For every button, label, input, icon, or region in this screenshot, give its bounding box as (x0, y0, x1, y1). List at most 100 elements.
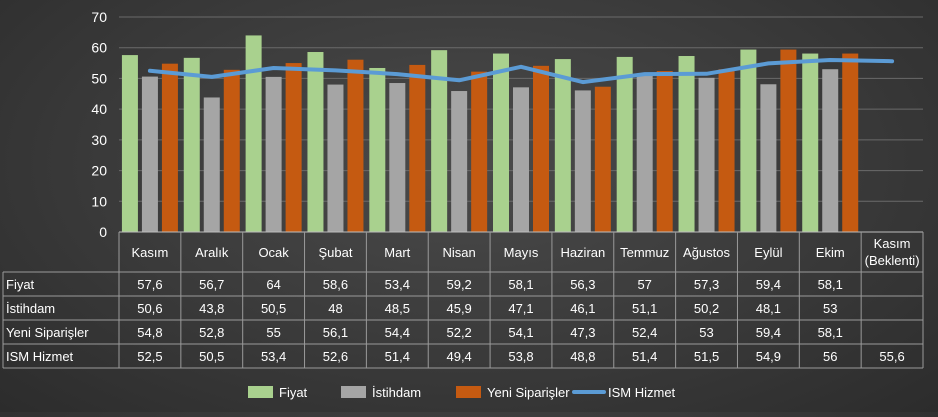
bar-fiyat (121, 55, 138, 233)
category-label: Temmuz (620, 245, 669, 260)
row-label-ism-hizmet: ISM Hizmet (6, 349, 74, 364)
cell-value: 64 (266, 277, 280, 292)
category-label: Mayıs (504, 245, 539, 260)
cell-value: 59,4 (756, 277, 781, 292)
cell-value: 57,6 (137, 277, 162, 292)
category-label: Eylül (754, 245, 782, 260)
bar-i-stihdam (389, 83, 406, 233)
cell-value: 48,8 (570, 349, 595, 364)
row-label-yeni-sipari-ler: Yeni Siparişler (6, 325, 89, 340)
cell-value: 43,8 (199, 301, 224, 316)
bars (121, 35, 859, 233)
category-label: Şubat (318, 245, 352, 260)
cell-value: 48,1 (756, 301, 781, 316)
bar-yeni-sipari-ler (656, 71, 673, 232)
bar-yeni-sipari-ler (594, 86, 611, 232)
cell-value: 49,4 (446, 349, 471, 364)
bar-fiyat (183, 57, 200, 232)
legend: Fiyat İstihdam Yeni Siparişler ISM Hizmet (248, 385, 676, 400)
cell-value: 58,6 (323, 277, 348, 292)
bar-yeni-sipari-ler (842, 53, 859, 232)
bar-fiyat (307, 52, 324, 233)
cell-value: 53,8 (508, 349, 533, 364)
cell-value: 52,2 (446, 325, 471, 340)
cell-value: 52,4 (632, 325, 657, 340)
bar-i-stihdam (698, 77, 715, 232)
cell-value: 53,4 (261, 349, 286, 364)
cell-value: 50,5 (261, 301, 286, 316)
y-tick-label: 60 (91, 40, 107, 56)
bar-i-stihdam (636, 75, 653, 232)
bar-i-stihdam (203, 97, 220, 232)
bar-i-stihdam (760, 84, 777, 232)
cell-value: 54,8 (137, 325, 162, 340)
cell-value: 56,3 (570, 277, 595, 292)
cell-value: 56,1 (323, 325, 348, 340)
cell-value: 58,1 (818, 277, 843, 292)
bar-yeni-sipari-ler (718, 69, 735, 232)
bar-fiyat (740, 49, 757, 232)
legend-label-i-stihdam: İstihdam (372, 385, 421, 400)
bar-i-stihdam (513, 87, 529, 232)
bar-i-stihdam (574, 90, 591, 233)
bar-yeni-sipari-ler (409, 64, 426, 233)
bar-yeni-sipari-ler (285, 63, 302, 233)
cell-value: 48 (328, 301, 342, 316)
category-label: Ağustos (683, 245, 730, 260)
bar-i-stihdam (141, 76, 158, 232)
bar-yeni-sipari-ler (780, 49, 797, 232)
cell-value: 52,5 (137, 349, 162, 364)
cell-value: 50,6 (137, 301, 162, 316)
bar-yeni-sipari-ler (347, 59, 364, 232)
legend-swatch-i-stihdam (341, 386, 366, 398)
category-label: Kasım (132, 245, 169, 260)
y-tick-label: 10 (91, 193, 107, 209)
cell-value: 56,7 (199, 277, 224, 292)
category-label: Ekim (816, 245, 845, 260)
legend-label-ism-hizmet: ISM Hizmet (608, 385, 676, 400)
y-tick-label: 70 (91, 9, 107, 25)
cell-value: 51,5 (694, 349, 719, 364)
bar-fiyat (616, 56, 633, 232)
bar-yeni-sipari-ler (223, 69, 240, 232)
category-label: Kasım (874, 236, 911, 251)
legend-label-fiyat: Fiyat (279, 385, 308, 400)
category-label: (Beklenti) (865, 253, 920, 268)
category-label: Ocak (258, 245, 289, 260)
cell-value: 54,1 (508, 325, 533, 340)
bar-i-stihdam (822, 69, 839, 232)
legend-swatch-fiyat (248, 386, 273, 398)
cell-value: 53 (823, 301, 837, 316)
category-label: Nisan (443, 245, 476, 260)
bar-i-stihdam (265, 76, 282, 233)
data-table: Kasım Aralık Ocak Şubat Mart Nisan Mayıs Hazira… (2, 231, 924, 369)
cell-value: 54,9 (756, 349, 781, 364)
bar-fiyat (554, 59, 571, 233)
bar-fiyat (369, 67, 386, 232)
y-tick-label: 20 (91, 163, 107, 179)
line-ism-hizmet (147, 58, 895, 85)
cell-value: 53,4 (385, 277, 410, 292)
bar-yeni-sipari-ler (161, 63, 178, 232)
bar-fiyat (493, 53, 509, 232)
category-label: Haziran (560, 245, 605, 260)
cell-value: 54,4 (385, 325, 410, 340)
bar-i-stihdam (451, 91, 468, 233)
bar-i-stihdam (327, 84, 344, 232)
cell-value: 51,1 (632, 301, 657, 316)
cell-value: 57,3 (694, 277, 719, 292)
cell-value: 55 (266, 325, 280, 340)
cell-value: 47,1 (508, 301, 533, 316)
bar-fiyat (802, 53, 819, 232)
bar-yeni-sipari-ler (533, 65, 549, 232)
bar-fiyat (431, 50, 448, 232)
cell-value: 55,6 (879, 349, 904, 364)
bar-yeni-sipari-ler (471, 71, 488, 233)
y-tick-label: 30 (91, 132, 107, 148)
row-label-i-stihdam: İstihdam (6, 301, 55, 316)
cell-value: 50,2 (694, 301, 719, 316)
y-tick-label: 40 (91, 101, 107, 117)
cell-value: 56 (823, 349, 837, 364)
